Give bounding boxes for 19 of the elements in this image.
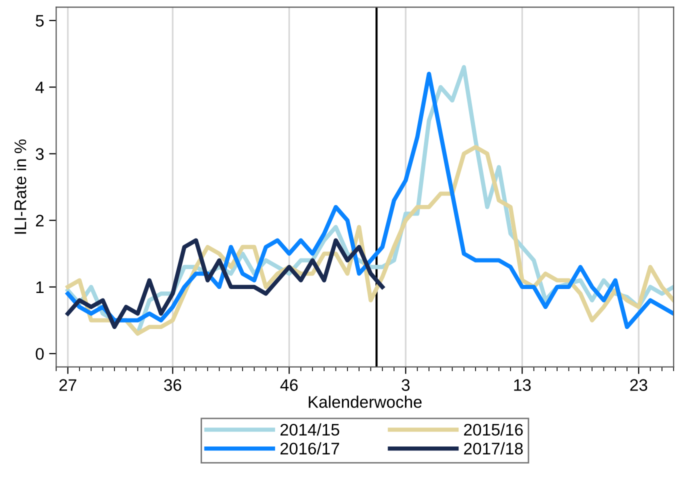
y-tick-label: 4 (36, 82, 44, 94)
y-tick-label: 3 (36, 148, 44, 160)
x-tick-label: 3 (402, 379, 410, 391)
legend-label: 2015/16 (464, 423, 523, 436)
x-tick-label: 27 (59, 379, 76, 391)
x-tick-label: 13 (514, 379, 531, 391)
legend-label: 2014/15 (280, 423, 340, 436)
x-axis-title: Kalenderwoche (308, 396, 422, 408)
y-axis-title: ILI-Rate in % (14, 139, 26, 234)
line-series (66, 238, 384, 330)
x-tick-label: 23 (630, 379, 648, 391)
x-tick-label: 36 (164, 379, 182, 391)
y-tick-label: 2 (36, 214, 44, 226)
legend-label: 2016/17 (280, 442, 340, 455)
y-tick-label: 5 (36, 15, 44, 27)
y-tick-label: 0 (36, 348, 44, 360)
x-tick-label: 46 (280, 379, 298, 391)
legend-label: 2017/18 (464, 442, 523, 455)
y-tick-label: 1 (36, 282, 44, 294)
